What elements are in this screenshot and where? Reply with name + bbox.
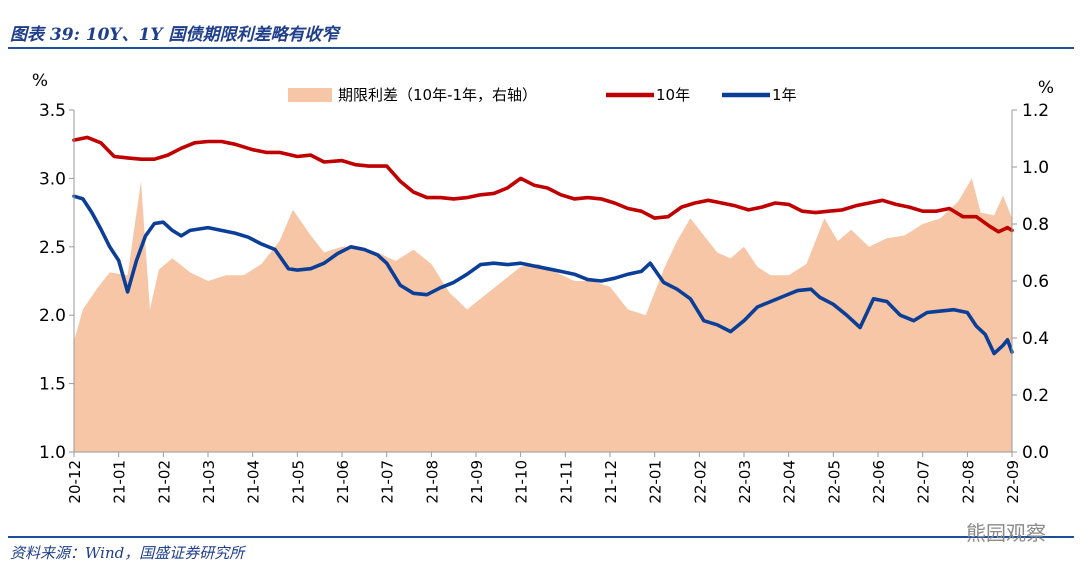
x-tick-label: 21-07 bbox=[379, 460, 397, 504]
source-note: 资料来源：Wind，国盛证券研究所 bbox=[10, 544, 245, 562]
left-tick-label: 1.5 bbox=[39, 375, 66, 395]
left-unit-label: % bbox=[32, 71, 48, 91]
right-tick-label: 1.0 bbox=[1022, 158, 1049, 178]
x-tick-label: 22-05 bbox=[825, 460, 843, 504]
watermark: 熊园观察 bbox=[966, 521, 1046, 545]
x-tick-label: 22-03 bbox=[736, 460, 754, 504]
x-tick-label: 22-06 bbox=[870, 460, 888, 504]
right-tick-label: 0.4 bbox=[1022, 329, 1049, 349]
x-tick-label: 21-02 bbox=[155, 460, 173, 504]
x-tick-label: 21-09 bbox=[468, 460, 486, 504]
x-tick-label: 22-02 bbox=[691, 460, 709, 504]
right-unit-label: % bbox=[1038, 78, 1054, 98]
top-rule bbox=[8, 47, 1074, 49]
legend: 期限利差（10年-1年，右轴） 10年 1年 bbox=[288, 86, 797, 104]
line-layer bbox=[72, 135, 1014, 356]
legend-label-1y: 1年 bbox=[772, 86, 797, 104]
area-layer bbox=[74, 178, 1012, 452]
x-tick-label: 22-08 bbox=[959, 460, 977, 504]
x-tick-label: 21-10 bbox=[513, 460, 531, 504]
left-tick-label: 2.0 bbox=[39, 306, 66, 326]
axes-layer: 1.0 1.5 2.0 2.5 3.0 3.5 0.0 0.2 0.4 0.6 0.8 1.0 1.2%… bbox=[32, 71, 1054, 504]
x-tick-label: 21-12 bbox=[602, 460, 620, 504]
left-tick-label: 3.5 bbox=[39, 101, 66, 121]
x-tick-label: 22-01 bbox=[647, 460, 665, 504]
x-tick-label: 21-03 bbox=[200, 460, 218, 504]
area-series-spread bbox=[74, 178, 1012, 452]
x-tick-label: 22-04 bbox=[781, 460, 799, 504]
right-tick-label: 0.2 bbox=[1022, 386, 1049, 406]
x-tick-label: 21-05 bbox=[289, 460, 307, 504]
x-tick-label: 21-08 bbox=[423, 460, 441, 504]
x-tick-label: 21-01 bbox=[111, 460, 129, 504]
x-tick-label: 22-07 bbox=[915, 460, 933, 504]
left-tick-label: 3.0 bbox=[39, 169, 66, 189]
x-tick-label: 21-11 bbox=[557, 460, 575, 504]
left-tick-label: 1.0 bbox=[39, 443, 66, 463]
chart-title: 图表 39: 10Y、1Y 国债期限利差略有收窄 bbox=[10, 25, 339, 45]
right-tick-label: 0.0 bbox=[1022, 443, 1049, 463]
right-tick-label: 0.8 bbox=[1022, 215, 1049, 235]
x-tick-label: 21-04 bbox=[245, 460, 263, 504]
x-tick-label: 21-06 bbox=[334, 460, 352, 504]
x-tick-label: 20-12 bbox=[66, 460, 84, 504]
legend-label-10y: 10年 bbox=[656, 86, 690, 104]
bottom-rule bbox=[8, 536, 1074, 538]
legend-swatch-spread bbox=[288, 88, 332, 102]
right-tick-label: 1.2 bbox=[1022, 101, 1049, 121]
right-tick-label: 0.6 bbox=[1022, 272, 1049, 292]
x-tick-label: 22-09 bbox=[1004, 460, 1022, 504]
line-series-1y bbox=[72, 194, 1014, 356]
line-series-10y bbox=[72, 135, 1014, 234]
left-tick-label: 2.5 bbox=[39, 238, 66, 258]
legend-label-spread: 期限利差（10年-1年，右轴） bbox=[338, 86, 537, 104]
